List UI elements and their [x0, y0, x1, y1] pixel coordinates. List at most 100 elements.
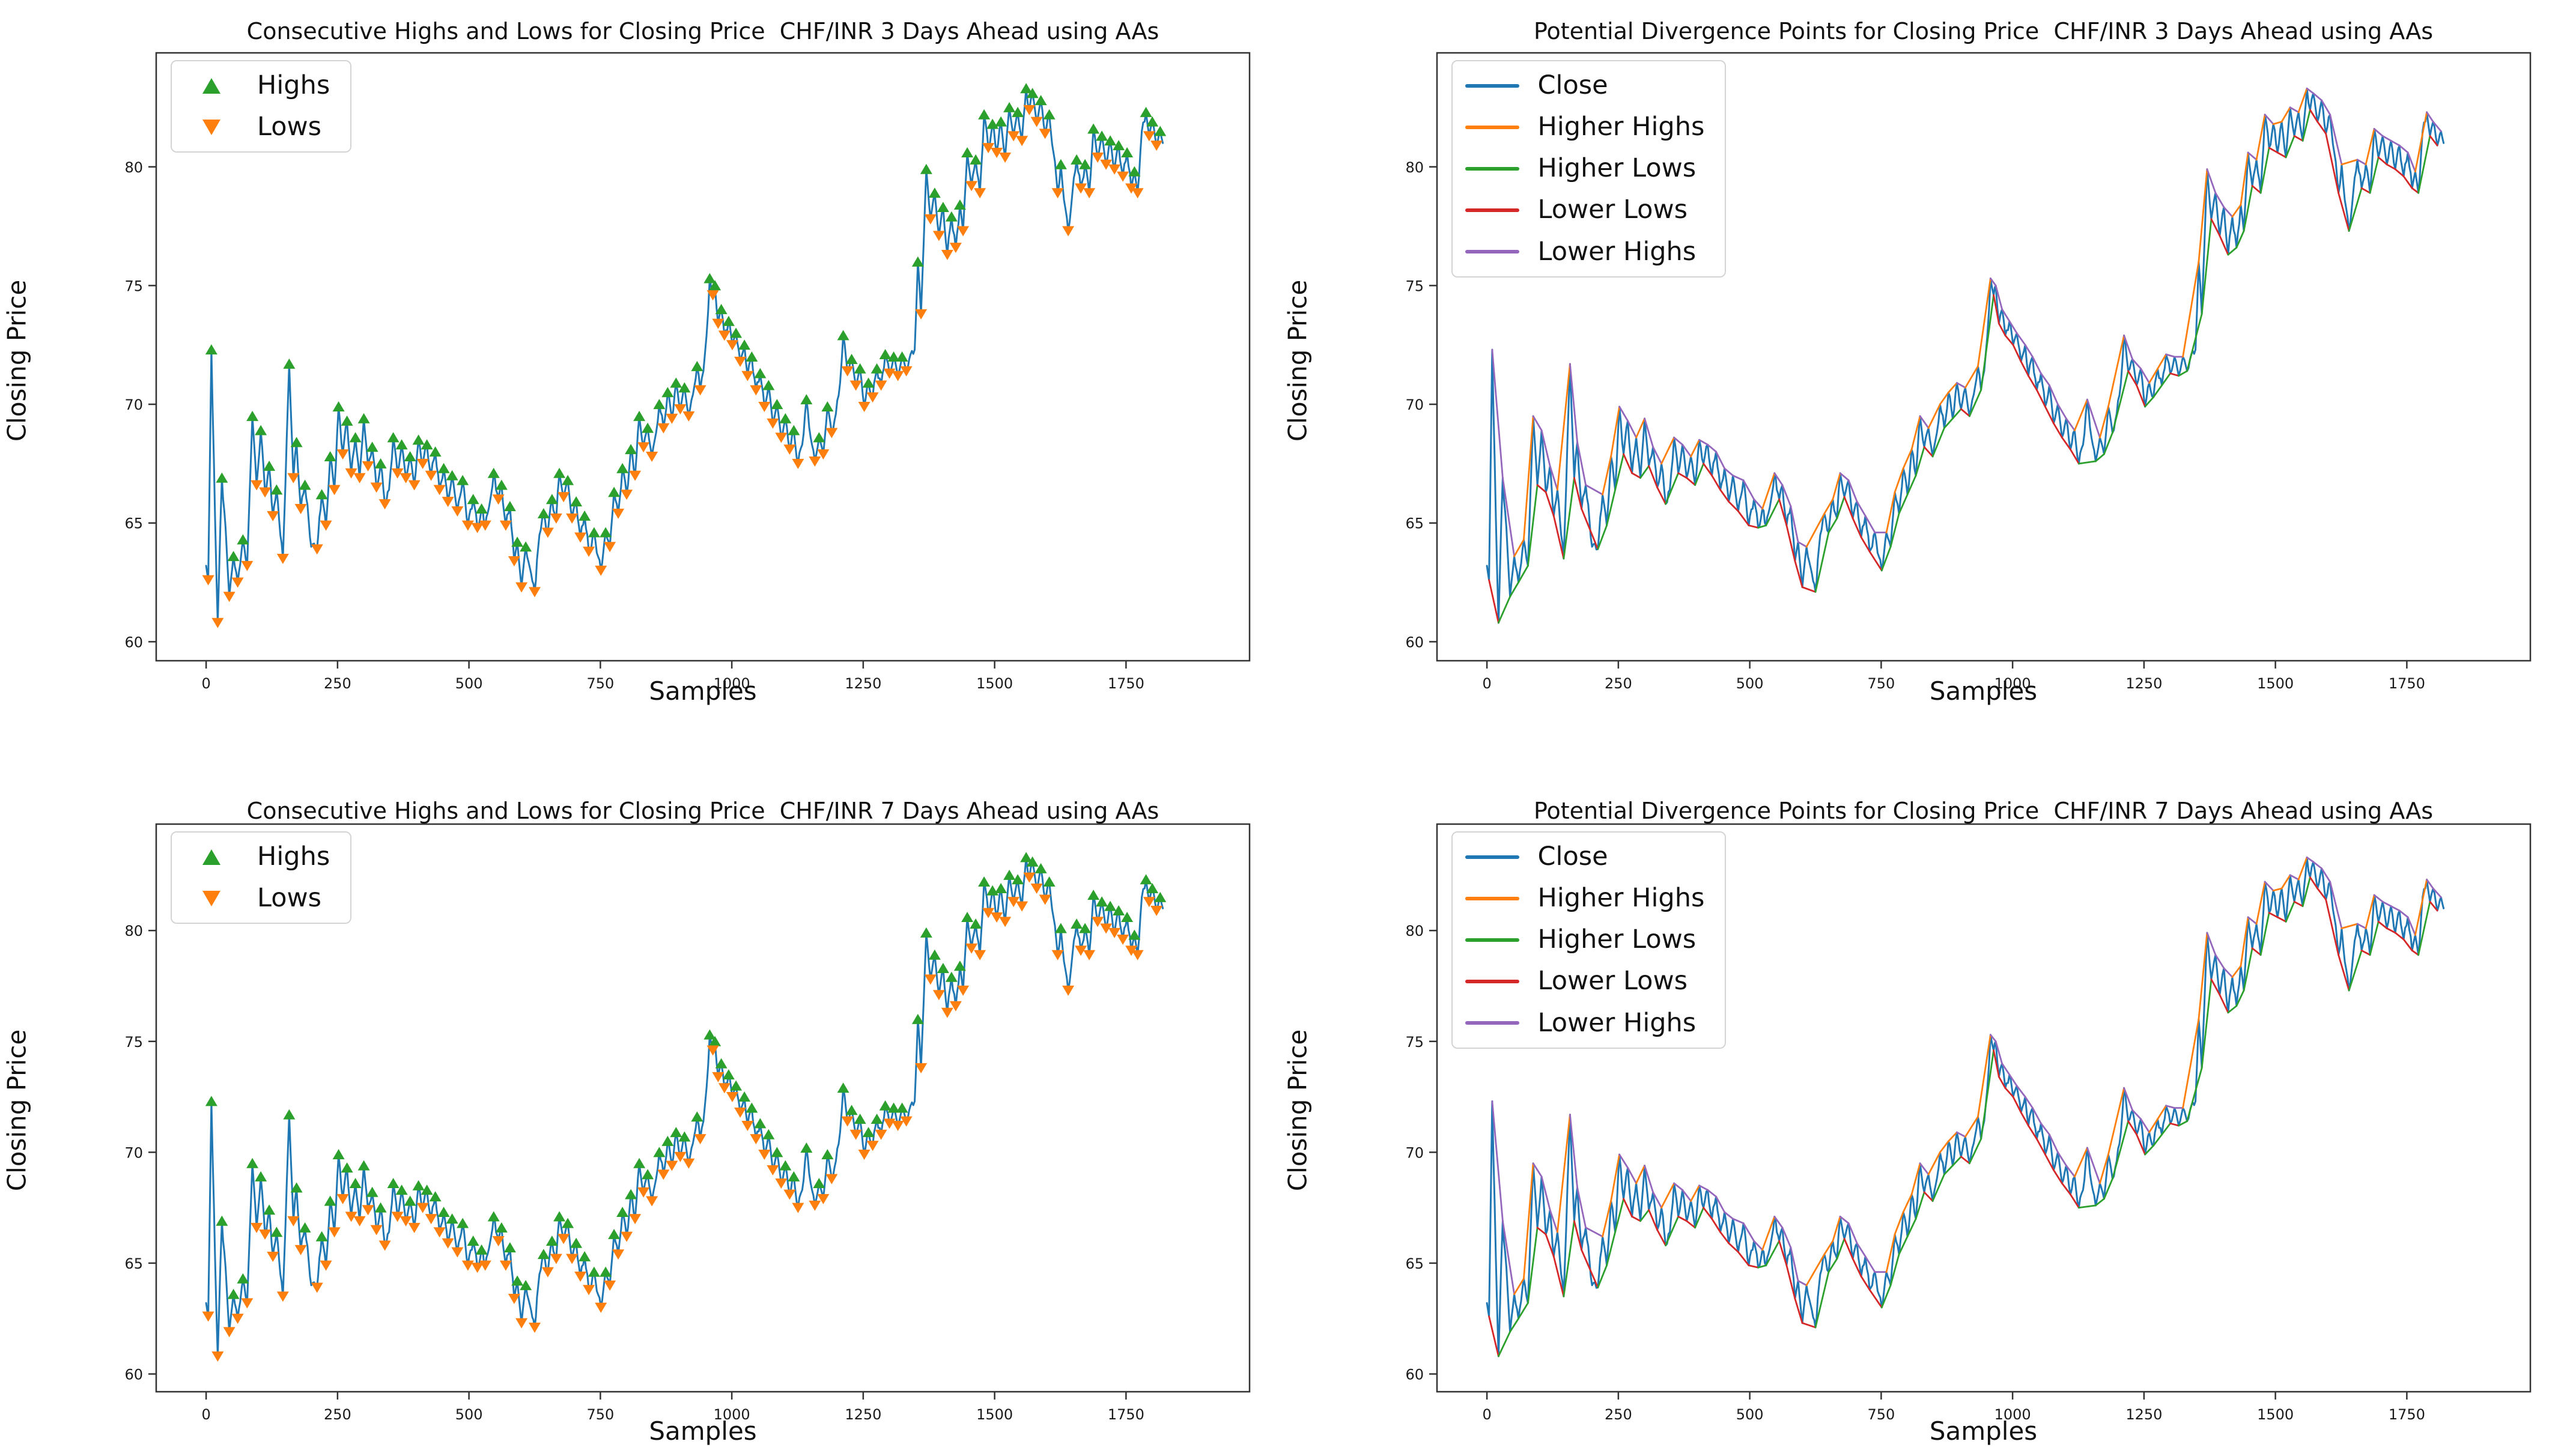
axes-spines: [155, 52, 1251, 662]
higher-highs-segment: [2414, 878, 2428, 936]
high-marker: [600, 1266, 612, 1277]
high-marker: [771, 399, 783, 410]
legend-item-higher-highs: Higher Highs: [1465, 113, 1704, 141]
higher-highs-segment: [1556, 1114, 1571, 1233]
y-axis-label: Closing Price: [2, 1029, 32, 1192]
legend-item-lower-highs: Lower Highs: [1465, 1009, 1705, 1037]
axes-spines: [155, 823, 1251, 1393]
high-marker: [1113, 140, 1125, 151]
legend-label: Higher Lows: [1537, 153, 1697, 184]
low-marker: [408, 1222, 421, 1233]
lower-highs-segment: [1584, 484, 1603, 496]
high-marker: [625, 1189, 637, 1200]
lower-highs-segment: [2086, 398, 2101, 438]
lower-lows-segment: [2411, 187, 2419, 194]
lower-lows-segment: [2324, 132, 2339, 194]
high-marker: [1146, 883, 1159, 894]
lower-highs-segment: [1651, 1191, 1662, 1209]
low-marker: [817, 1194, 830, 1204]
high-marker: [709, 1036, 722, 1046]
high-marker: [579, 510, 591, 521]
lower-highs-segment: [1955, 382, 1966, 389]
legend-item-lower-highs: Lower Highs: [1465, 238, 1705, 265]
lower-highs-segment: [2390, 905, 2400, 912]
higher-lows-segment: [1664, 472, 1679, 505]
low-marker: [758, 1150, 771, 1160]
legend-item-lower-lows: Lower Lows: [1465, 196, 1705, 223]
lower-highs-segment: [1919, 1162, 1929, 1175]
higher-lows-segment: [1951, 408, 1962, 420]
low-marker: [1039, 129, 1051, 139]
low-marker: [508, 1293, 520, 1304]
lower-highs-segment: [2320, 867, 2331, 883]
low-marker: [694, 385, 706, 396]
high-marker: [813, 1178, 825, 1189]
high-marker: [299, 479, 311, 490]
higher-highs-segment: [2365, 128, 2375, 166]
low-marker: [425, 1214, 437, 1225]
low-marker: [1108, 164, 1121, 175]
low-marker: [682, 1158, 695, 1169]
higher-highs-segment: [1689, 1185, 1700, 1202]
x-tick-label: 750: [586, 675, 614, 692]
high-marker: [879, 349, 892, 360]
high-marker: [437, 1206, 450, 1217]
higher-highs-segment: [1689, 439, 1700, 458]
lower-highs-segment: [2139, 1118, 2150, 1133]
legend-label: Higher Highs: [1537, 883, 1705, 914]
x-tick-label: 500: [1736, 675, 1763, 692]
lower-lows-segment: [2394, 168, 2404, 178]
high-marker: [1096, 130, 1108, 141]
higher-lows-segment: [1639, 465, 1650, 479]
lower-lows-segment: [2251, 184, 2261, 194]
higher-highs-segment: [2181, 261, 2199, 358]
high-marker: [588, 1266, 600, 1277]
higher-highs-segment: [1513, 539, 1525, 557]
high-marker: [511, 1275, 524, 1286]
low-marker: [965, 181, 978, 192]
lower-lows-segment: [1860, 1275, 1870, 1291]
axes-spines: [1436, 52, 2531, 662]
low-marker: [900, 1116, 913, 1127]
lower-lows-segment: [1630, 1216, 1641, 1222]
lower-lows-segment: [1487, 579, 1499, 624]
lower-highs-segment: [1781, 1227, 1791, 1249]
high-marker: [299, 1222, 311, 1233]
low-marker: [202, 1311, 214, 1322]
low-marker: [1062, 985, 1075, 996]
higher-lows-segment: [2417, 900, 2431, 956]
lower-highs-segment: [1532, 1162, 1543, 1178]
higher-lows-segment: [1614, 1198, 1624, 1233]
higher-lows-segment: [1596, 524, 1608, 550]
lower-highs-segment: [1989, 278, 1996, 287]
high-marker: [608, 1228, 621, 1239]
lows-triangle-down-icon: [184, 119, 239, 135]
low-marker: [442, 1238, 454, 1249]
low-marker: [515, 582, 528, 593]
high-marker: [1012, 874, 1024, 885]
legend-item-higher-highs: Higher Highs: [1465, 883, 1705, 914]
low-marker: [541, 1267, 554, 1278]
higher-highs-segment: [2341, 923, 2358, 929]
high-marker: [421, 1185, 433, 1195]
legend-label: Close: [1537, 842, 1608, 872]
high-marker: [341, 415, 353, 426]
low-marker: [202, 575, 214, 586]
lower-lows-segment: [1702, 463, 1713, 477]
lower-lows-segment: [2309, 876, 2318, 890]
low-marker: [915, 309, 928, 320]
lower-lows-segment: [2324, 899, 2339, 956]
y-axis-ticks: 60 65 70 75 80: [1405, 159, 1437, 651]
lower-lows-segment: [2293, 135, 2303, 142]
high-marker: [545, 1235, 558, 1246]
higher-lows-segment: [1968, 389, 1982, 417]
x-axis-ticks: 0 250 500 750 1000 1250 1500 1750: [1482, 661, 2425, 692]
high-marker: [653, 399, 666, 410]
low-marker: [726, 340, 738, 351]
lower-lows-segment: [1992, 294, 2000, 325]
higher-lows-segment: [2285, 135, 2295, 159]
x-tick-label: 1000: [1994, 1406, 2031, 1423]
higher-highs-segment: [2156, 353, 2167, 370]
low-marker: [550, 1254, 562, 1264]
higher-highs-segment: [2231, 204, 2241, 218]
